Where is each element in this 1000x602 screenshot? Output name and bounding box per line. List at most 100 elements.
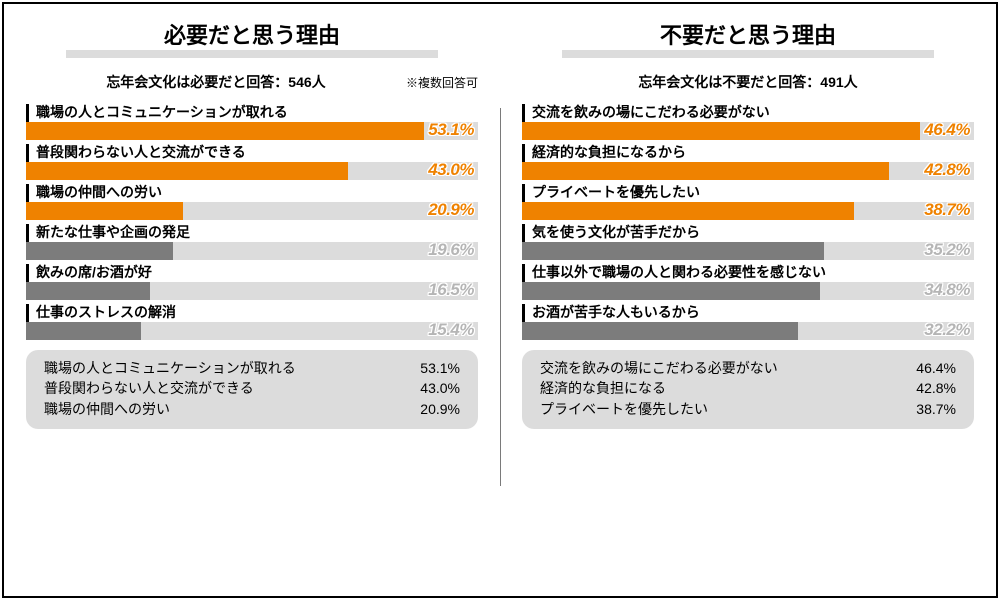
bar-item: 職場の仲間への労い 20.9% (26, 182, 478, 220)
bar-item: 普段関わらない人と交流ができる43.0% (26, 142, 478, 180)
bar-label: 普段関わらない人と交流ができる (36, 142, 246, 162)
bar-item: 経済的な負担になるから 42.8% (522, 142, 974, 180)
left-title-block: 必要だと思う理由 (26, 18, 478, 58)
bar-track: 42.8% (522, 162, 974, 180)
bar-fill (26, 322, 141, 340)
bar-percent: 42.8% (924, 160, 970, 180)
bar-item: 新たな仕事や企画の発足19.6% (26, 222, 478, 260)
bar-label-row: 仕事のストレスの解消 (26, 302, 478, 322)
right-title-block: 不要だと思う理由 (522, 18, 974, 58)
bar-percent: 32.2% (924, 320, 970, 340)
summary-value: 46.4% (904, 358, 956, 378)
left-subtitle: 忘年会文化は必要だと回答：546人 (26, 72, 406, 92)
bar-label-row: 職場の仲間への労い (26, 182, 478, 202)
left-title: 必要だと思う理由 (162, 18, 342, 50)
right-title-underline (562, 50, 934, 58)
bar-track: 35.2% (522, 242, 974, 260)
bar-track: 15.4% (26, 322, 478, 340)
summary-label: プライベートを優先したい (540, 399, 708, 419)
right-column: 不要だと思う理由 忘年会文化は不要だと回答：491人 交流を飲みの場にこだわる必… (500, 4, 996, 596)
bar-label-row: 飲みの席/お酒が好 (26, 262, 478, 282)
bar-label: お酒が苦手な人もいるから (532, 302, 700, 322)
right-summary-box: 交流を飲みの場にこだわる必要がない 46.4%経済的な負担になる42.8%プライベ… (522, 350, 974, 429)
right-subtitle: 忘年会文化は不要だと回答：491人 (522, 72, 974, 92)
bar-label: プライベートを優先したい (532, 182, 700, 202)
right-title: 不要だと思う理由 (658, 18, 838, 50)
bar-item: お酒が苦手な人もいるから 32.2% (522, 302, 974, 340)
bar-label: 職場の仲間への労い (36, 182, 162, 202)
bar-fill (26, 162, 348, 180)
bar-label: 気を使う文化が苦手だから (532, 222, 700, 242)
chart-frame: 必要だと思う理由 忘年会文化は必要だと回答：546人 ※複数回答可 職場の人とコ… (2, 2, 998, 598)
bar-label-tick (26, 264, 29, 282)
summary-label: 職場の人とコミュニケーションが取れる (44, 358, 296, 378)
bar-track: 53.1% (26, 122, 478, 140)
left-summary-box: 職場の人とコミュニケーションが取れる53.1%普段関わらない人と交流ができる 43… (26, 350, 478, 429)
bar-percent: 53.1% (428, 120, 474, 140)
bar-label-tick (522, 144, 525, 162)
center-divider (500, 108, 501, 486)
bar-item: 仕事以外で職場の人と関わる必要性を感じない34.8% (522, 262, 974, 300)
bar-percent: 34.8% (924, 280, 970, 300)
bar-item: プライベートを優先したい38.7% (522, 182, 974, 220)
bar-fill (26, 202, 183, 220)
bar-percent: 46.4% (924, 120, 970, 140)
bar-track: 16.5% (26, 282, 478, 300)
bar-label: 飲みの席/お酒が好 (36, 262, 152, 282)
bar-label-row: 交流を飲みの場にこだわる必要がない (522, 102, 974, 122)
bar-fill (522, 202, 854, 220)
center-note: ※複数回答可 (406, 74, 478, 91)
summary-label: 職場の仲間への労い (44, 399, 170, 419)
bar-label: 交流を飲みの場にこだわる必要がない (532, 102, 770, 122)
summary-row: 職場の仲間への労い 20.9% (44, 399, 460, 419)
bar-label: 新たな仕事や企画の発足 (36, 222, 190, 242)
bar-label-row: プライベートを優先したい (522, 182, 974, 202)
bar-item: 気を使う文化が苦手だから35.2% (522, 222, 974, 260)
summary-value: 43.0% (408, 378, 460, 398)
bar-fill (26, 242, 173, 260)
bar-label-tick (522, 104, 525, 122)
bar-percent: 20.9% (428, 200, 474, 220)
bar-track: 38.7% (522, 202, 974, 220)
summary-row: 交流を飲みの場にこだわる必要がない 46.4% (540, 358, 956, 378)
bar-fill (522, 162, 889, 180)
bar-label-tick (522, 184, 525, 202)
left-column: 必要だと思う理由 忘年会文化は必要だと回答：546人 ※複数回答可 職場の人とコ… (4, 4, 500, 596)
summary-value: 38.7% (904, 399, 956, 419)
bar-track: 32.2% (522, 322, 974, 340)
bar-track: 43.0% (26, 162, 478, 180)
bar-item: 職場の人とコミュニケーションが取れる53.1% (26, 102, 478, 140)
bar-percent: 16.5% (428, 280, 474, 300)
left-title-underline (66, 50, 438, 58)
bar-label-tick (522, 304, 525, 322)
summary-label: 経済的な負担になる (540, 378, 666, 398)
bar-item: 交流を飲みの場にこだわる必要がない 46.4% (522, 102, 974, 140)
bar-label-row: お酒が苦手な人もいるから (522, 302, 974, 322)
bar-track: 19.6% (26, 242, 478, 260)
summary-row: 経済的な負担になる42.8% (540, 378, 956, 398)
summary-row: プライベートを優先したい 38.7% (540, 399, 956, 419)
bar-label: 経済的な負担になるから (532, 142, 686, 162)
bar-label-row: 職場の人とコミュニケーションが取れる (26, 102, 478, 122)
bar-label-tick (522, 264, 525, 282)
summary-value: 20.9% (408, 399, 460, 419)
bar-track: 34.8% (522, 282, 974, 300)
bar-label-tick (26, 304, 29, 322)
bar-percent: 15.4% (428, 320, 474, 340)
left-subtitle-row: 忘年会文化は必要だと回答：546人 ※複数回答可 (26, 72, 478, 92)
right-bar-list: 交流を飲みの場にこだわる必要がない46.4%経済的な負担になるから42.8%プラ… (522, 102, 974, 340)
bar-fill (522, 122, 920, 140)
bar-label-tick (522, 224, 525, 242)
summary-label: 交流を飲みの場にこだわる必要がない (540, 358, 778, 378)
bar-fill (26, 122, 424, 140)
bar-fill (26, 282, 150, 300)
bar-label-row: 気を使う文化が苦手だから (522, 222, 974, 242)
summary-row: 職場の人とコミュニケーションが取れる53.1% (44, 358, 460, 378)
bar-label-row: 仕事以外で職場の人と関わる必要性を感じない (522, 262, 974, 282)
left-bar-list: 職場の人とコミュニケーションが取れる53.1%普段関わらない人と交流ができる43… (26, 102, 478, 340)
bar-label-tick (26, 184, 29, 202)
bar-track: 46.4% (522, 122, 974, 140)
bar-label-tick (26, 224, 29, 242)
summary-label: 普段関わらない人と交流ができる (44, 378, 254, 398)
bar-item: 仕事のストレスの解消15.4% (26, 302, 478, 340)
